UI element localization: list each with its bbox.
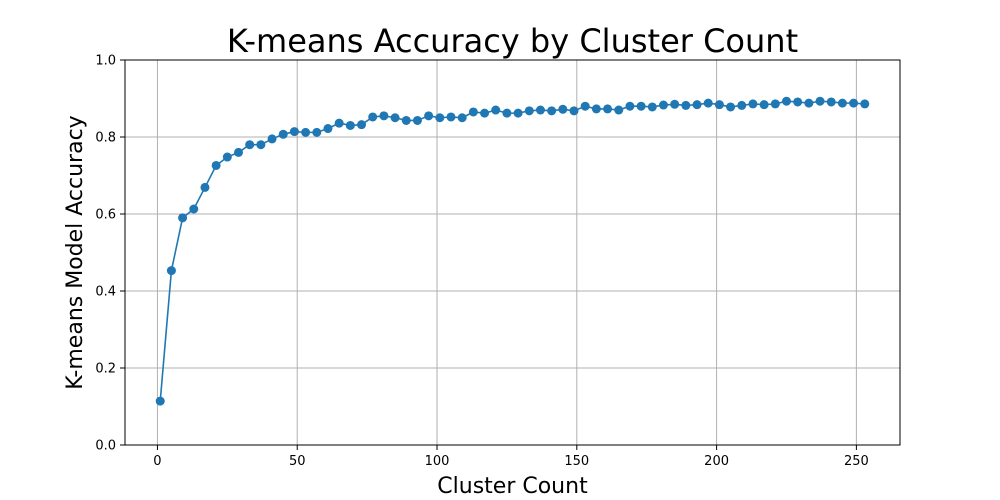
data-point (793, 97, 803, 107)
y-tick-label: 0.6 (95, 208, 116, 223)
data-point (826, 97, 836, 107)
data-point (390, 113, 400, 123)
chart-title: K-means Accuracy by Cluster Count (227, 22, 798, 60)
series-line-layer (155, 96, 870, 406)
data-point (502, 108, 512, 118)
data-point (267, 134, 277, 144)
data-point (289, 127, 299, 137)
ticks: 0 50 100 150 200 250 0.0 0.2 0.4 0.6 0.8 1.0 (95, 54, 868, 470)
data-point (368, 112, 378, 122)
data-point (636, 101, 646, 111)
data-point (737, 100, 747, 110)
data-point (558, 104, 568, 114)
data-point (357, 120, 367, 130)
data-point (424, 111, 434, 121)
data-point (591, 104, 601, 114)
series-line (159, 100, 865, 402)
y-tick-label: 0.2 (95, 362, 116, 377)
x-tick-label: 50 (289, 454, 306, 469)
data-point (658, 100, 668, 110)
data-point (804, 98, 814, 108)
data-point (345, 120, 355, 130)
data-point (435, 113, 445, 123)
data-point (603, 104, 613, 114)
data-point (580, 101, 590, 111)
data-point (748, 99, 758, 109)
data-point (770, 99, 780, 109)
data-point (189, 204, 199, 214)
data-point (547, 106, 557, 116)
data-point (379, 111, 389, 121)
x-tick-label: 0 (153, 454, 161, 469)
data-point (468, 107, 478, 117)
data-point (312, 127, 322, 137)
data-point (323, 124, 333, 134)
data-point (200, 182, 210, 192)
x-tick-label: 250 (844, 454, 869, 469)
data-point (401, 115, 411, 125)
data-point (234, 147, 244, 157)
data-point (457, 113, 467, 123)
data-point (480, 108, 490, 118)
data-point (491, 105, 501, 115)
grid (125, 59, 900, 446)
y-tick-label: 0.0 (95, 439, 116, 454)
data-point (647, 102, 657, 112)
data-point (815, 96, 825, 106)
data-point (681, 100, 691, 110)
y-tick-label: 0.8 (95, 131, 116, 146)
data-point (301, 127, 311, 137)
y-tick-label: 1.0 (95, 54, 116, 69)
data-point (849, 98, 859, 108)
data-point (256, 140, 266, 150)
data-point (334, 118, 344, 128)
x-tick-label: 200 (704, 454, 729, 469)
data-point (860, 99, 870, 109)
data-point (670, 99, 680, 109)
data-point (837, 98, 847, 108)
x-tick-label: 100 (425, 454, 450, 469)
data-point (412, 115, 422, 125)
data-point (625, 101, 635, 111)
data-point (692, 100, 702, 110)
data-point (446, 112, 456, 122)
x-tick-label: 150 (564, 454, 589, 469)
data-point (569, 106, 579, 116)
data-point (178, 213, 188, 223)
data-point (513, 108, 523, 118)
data-point (155, 396, 165, 406)
y-axis-label: K-means Model Accuracy (63, 115, 88, 389)
x-axis-label: Cluster Count (437, 474, 588, 499)
data-point (759, 100, 769, 110)
data-point (278, 129, 288, 139)
data-point (614, 105, 624, 115)
data-point (245, 140, 255, 150)
y-tick-label: 0.4 (95, 285, 116, 300)
plot-frame (124, 59, 901, 446)
data-point (222, 152, 232, 162)
data-point (726, 102, 736, 112)
data-point (703, 98, 713, 108)
data-point (781, 96, 791, 106)
data-point (524, 106, 534, 116)
data-point (166, 266, 176, 276)
data-point (211, 160, 221, 170)
data-point (535, 105, 545, 115)
data-point (714, 100, 724, 110)
